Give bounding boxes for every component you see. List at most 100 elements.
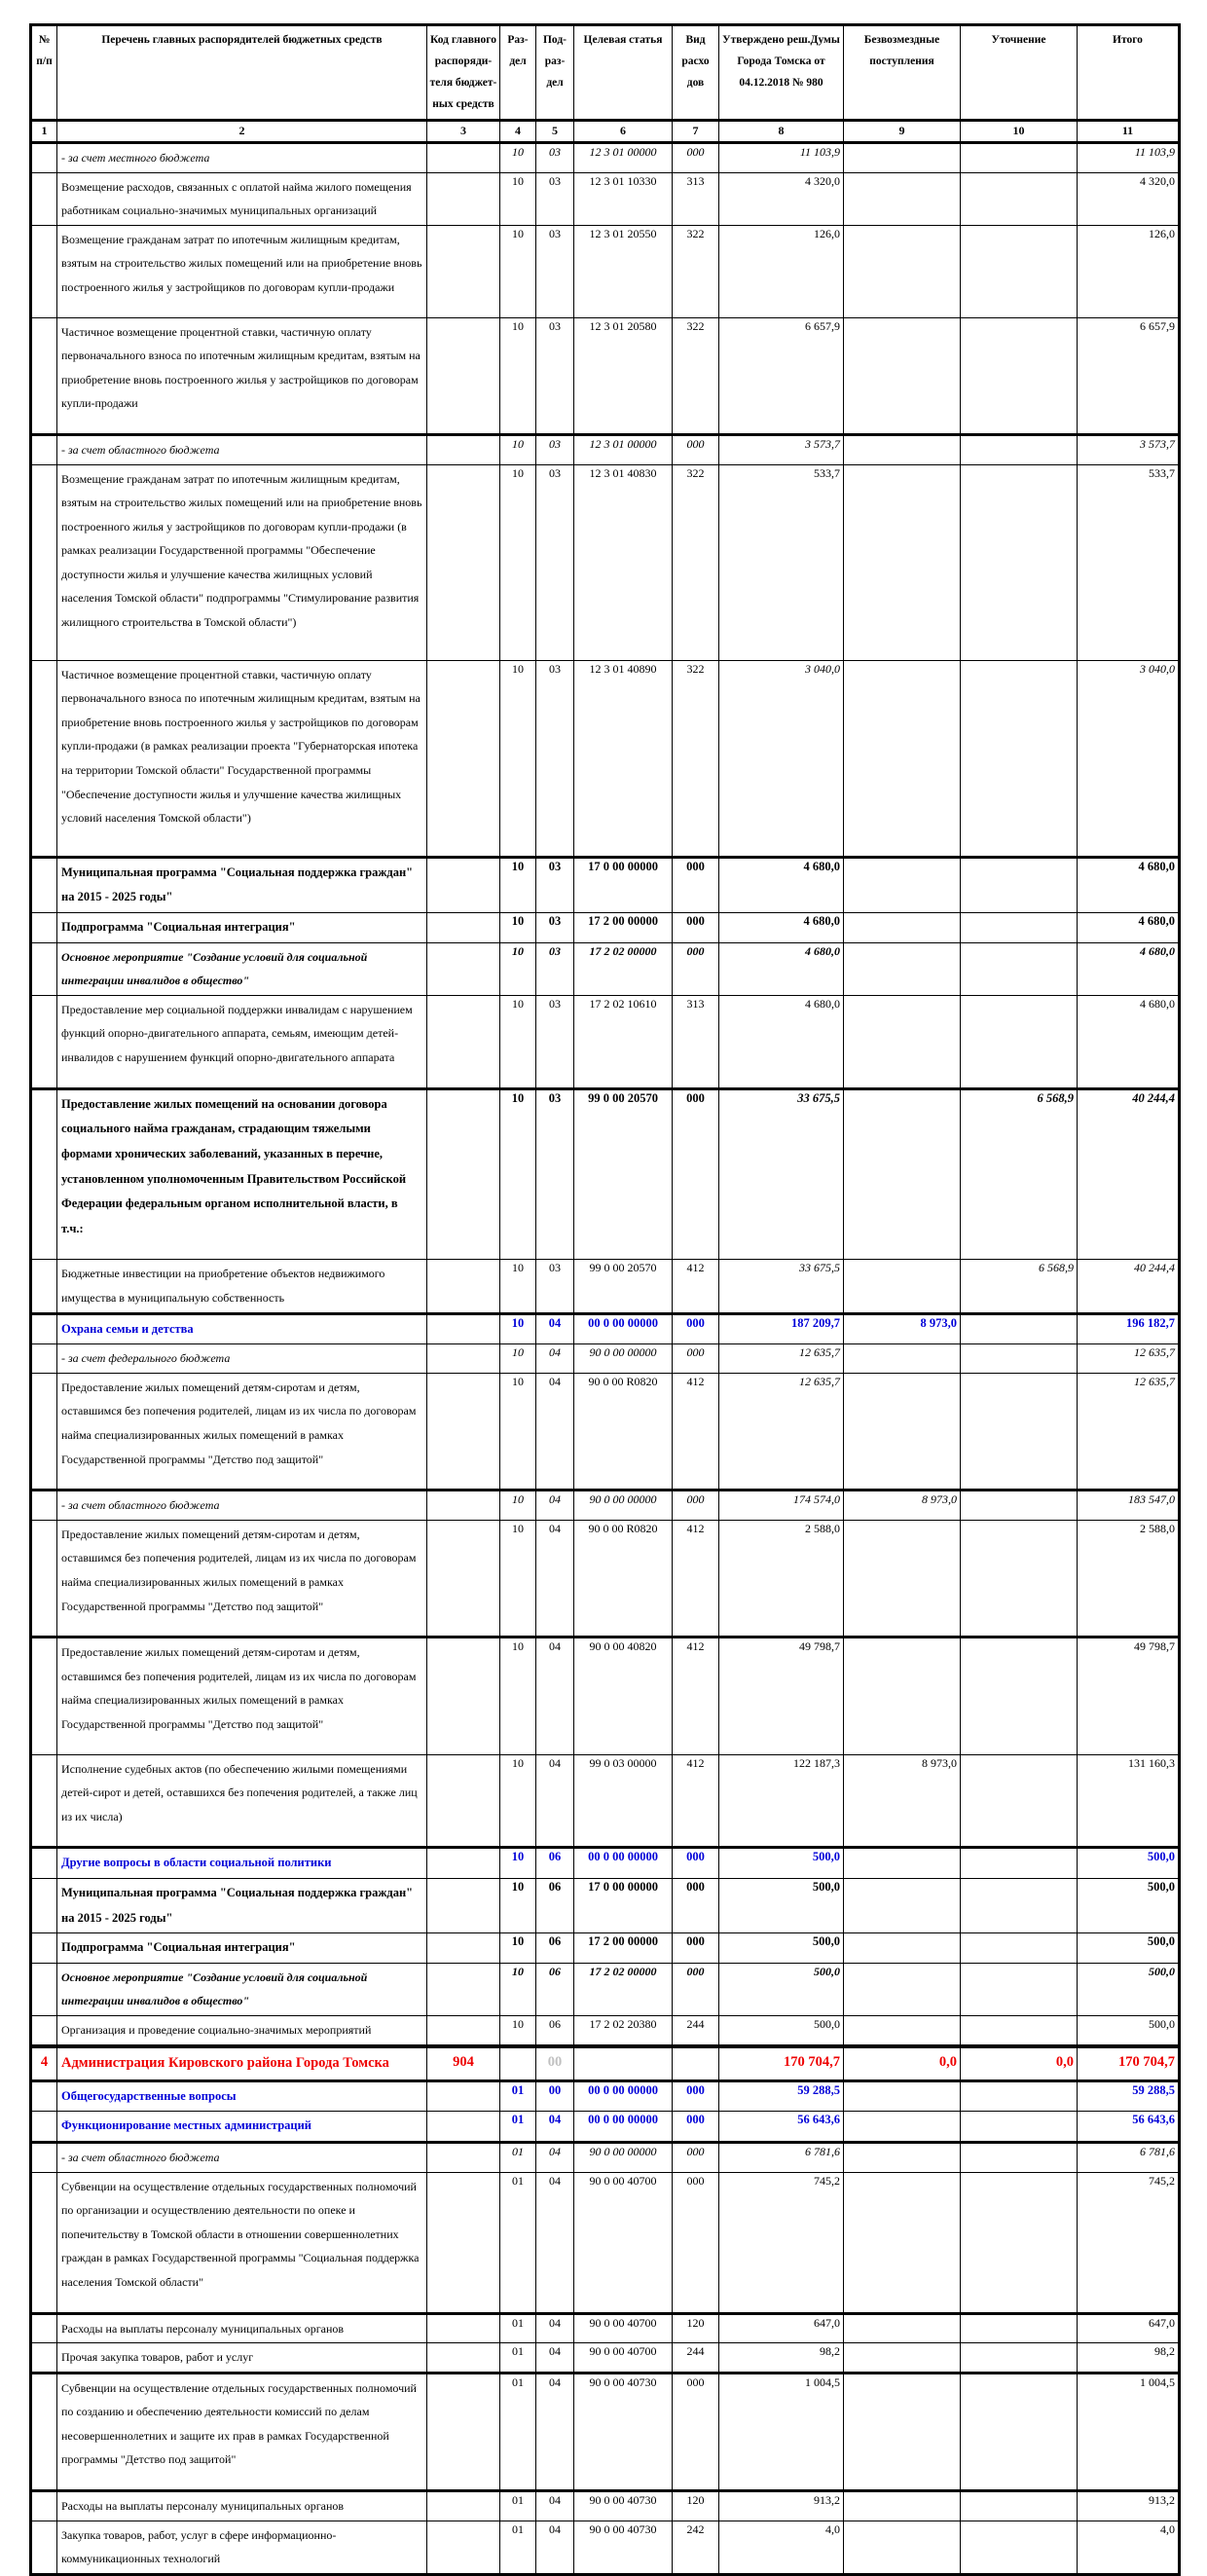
- expense-type-cell: 000: [672, 1877, 719, 1934]
- header-cell-1: № п/п: [30, 23, 57, 123]
- adjustment-cell: [960, 2342, 1078, 2374]
- expense-type-cell: [672, 2043, 719, 2081]
- adjustment-cell: [960, 1519, 1078, 1638]
- table-row: - за счет областного бюджета 01 04 90 0 00 …: [30, 2140, 1180, 2173]
- podrazdel-cell: 04: [535, 2140, 574, 2173]
- adjustment-cell: [960, 1372, 1078, 1491]
- header-colnum-1: 1: [30, 119, 57, 144]
- adjustment-cell: [960, 2489, 1078, 2521]
- razdel-cell: 10: [499, 1636, 536, 1755]
- header-colnum-9: 9: [843, 119, 961, 144]
- table-row: - за счет местного бюджета 10 03 12 3 01 00…: [30, 141, 1180, 173]
- target-article-cell: 90 0 00 40700: [573, 2171, 673, 2314]
- grp-code-cell: [426, 1932, 500, 1964]
- grp-code-cell: [426, 659, 500, 858]
- table-row: Другие вопросы в области социальной поли…: [30, 1846, 1180, 1879]
- grp-name-cell: Общегосударственные вопросы: [56, 2079, 427, 2113]
- total-cell: 745,2: [1077, 2171, 1180, 2314]
- table-header: № п/п Перечень главных распорядителей бюд…: [30, 23, 1180, 144]
- grp-code-cell: [426, 1489, 500, 1521]
- grp-code-cell: [426, 1877, 500, 1934]
- razdel-cell: 10: [499, 1846, 536, 1879]
- podrazdel-cell: 03: [535, 1259, 574, 1314]
- table-row: Возмещение гражданам затрат по ипотечным…: [30, 463, 1180, 661]
- header-colnum-7: 7: [672, 119, 719, 144]
- approved-cell: 500,0: [718, 1846, 844, 1879]
- grp-name-cell: Закупка товаров, работ, услуг в сфере ин…: [56, 2520, 427, 2575]
- podrazdel-cell: 04: [535, 2111, 574, 2143]
- razdel-cell: 10: [499, 855, 536, 914]
- row-num-cell: [30, 2140, 57, 2173]
- adjustment-cell: [960, 994, 1078, 1089]
- grants-cell: [843, 2371, 961, 2492]
- grp-name-cell: Предоставление жилых помещений на основа…: [56, 1086, 427, 1261]
- approved-cell: 12 635,7: [718, 1343, 844, 1374]
- podrazdel-cell: 04: [535, 1753, 574, 1849]
- podrazdel-cell: 04: [535, 2171, 574, 2314]
- adjustment-cell: [960, 141, 1078, 173]
- expense-type-cell: 000: [672, 1962, 719, 2017]
- target-article-cell: 99 0 00 20570: [573, 1086, 673, 1261]
- table-row: Подпрограмма "Социальная интеграция" 10 06…: [30, 1932, 1180, 1964]
- total-cell: 56 643,6: [1077, 2111, 1180, 2143]
- header-colnum-4: 4: [499, 119, 536, 144]
- adjustment-cell: [960, 1489, 1078, 1521]
- adjustment-cell: [960, 2014, 1078, 2047]
- grp-name-cell: Прочая закупка товаров, работ и услуг: [56, 2342, 427, 2374]
- total-cell: 4,0: [1077, 2520, 1180, 2575]
- header-cell-6: Целевая статья: [573, 23, 673, 123]
- expense-type-cell: 000: [672, 1086, 719, 1261]
- grp-code-cell: [426, 2171, 500, 2314]
- grp-name-cell: - за счет областного бюджета: [56, 1489, 427, 1521]
- header-cell-11: Итого: [1077, 23, 1180, 123]
- row-num-cell: [30, 1489, 57, 1521]
- target-article-cell: 90 0 00 00000: [573, 2140, 673, 2173]
- target-article-cell: 12 3 01 00000: [573, 432, 673, 465]
- razdel-cell: 10: [499, 224, 536, 318]
- adjustment-cell: [960, 941, 1078, 996]
- row-num-cell: [30, 1519, 57, 1638]
- podrazdel-cell: 04: [535, 1372, 574, 1491]
- razdel-cell: 10: [499, 171, 536, 226]
- grants-cell: [843, 994, 961, 1089]
- grp-code-cell: [426, 1519, 500, 1638]
- header-colnum-3: 3: [426, 119, 500, 144]
- grants-cell: [843, 2311, 961, 2344]
- approved-cell: 4 680,0: [718, 941, 844, 996]
- podrazdel-cell: 03: [535, 941, 574, 996]
- target-article-cell: 17 2 02 10610: [573, 994, 673, 1089]
- razdel-cell: 01: [499, 2371, 536, 2492]
- grp-name-cell: Предоставление жилых помещений детям-сир…: [56, 1636, 427, 1755]
- grants-cell: [843, 171, 961, 226]
- approved-cell: 6 657,9: [718, 316, 844, 435]
- grp-code-cell: [426, 994, 500, 1089]
- table-row: Основное мероприятие "Создание условий д…: [30, 1962, 1180, 2017]
- row-num-cell: [30, 141, 57, 173]
- grants-cell: [843, 141, 961, 173]
- adjustment-cell: [960, 2520, 1078, 2575]
- grp-name-cell: Подпрограмма "Социальная интеграция": [56, 912, 427, 943]
- razdel-cell: 01: [499, 2489, 536, 2521]
- adjustment-cell: [960, 2171, 1078, 2314]
- expense-type-cell: 000: [672, 2171, 719, 2314]
- total-cell: 49 798,7: [1077, 1636, 1180, 1755]
- total-cell: 4 320,0: [1077, 171, 1180, 226]
- table-row: Расходы на выплаты персоналу муниципальн…: [30, 2489, 1180, 2521]
- podrazdel-cell: 04: [535, 1311, 574, 1345]
- expense-type-cell: 000: [672, 1932, 719, 1964]
- grp-name-cell: Возмещение расходов, связанных с оплатой…: [56, 171, 427, 226]
- adjustment-cell: [960, 171, 1078, 226]
- expense-type-cell: 120: [672, 2311, 719, 2344]
- podrazdel-cell: 06: [535, 2014, 574, 2047]
- expense-type-cell: 412: [672, 1259, 719, 1314]
- total-cell: 3 040,0: [1077, 659, 1180, 858]
- row-num-cell: [30, 316, 57, 435]
- podrazdel-cell: 04: [535, 1343, 574, 1374]
- grp-name-cell: Исполнение судебных актов (по обеспечени…: [56, 1753, 427, 1849]
- razdel-cell: 10: [499, 1962, 536, 2017]
- grp-name-cell: Охрана семьи и детства: [56, 1311, 427, 1345]
- row-num-cell: [30, 2171, 57, 2314]
- total-cell: 4 680,0: [1077, 941, 1180, 996]
- adjustment-cell: 6 568,9: [960, 1086, 1078, 1261]
- total-cell: 40 244,4: [1077, 1086, 1180, 1261]
